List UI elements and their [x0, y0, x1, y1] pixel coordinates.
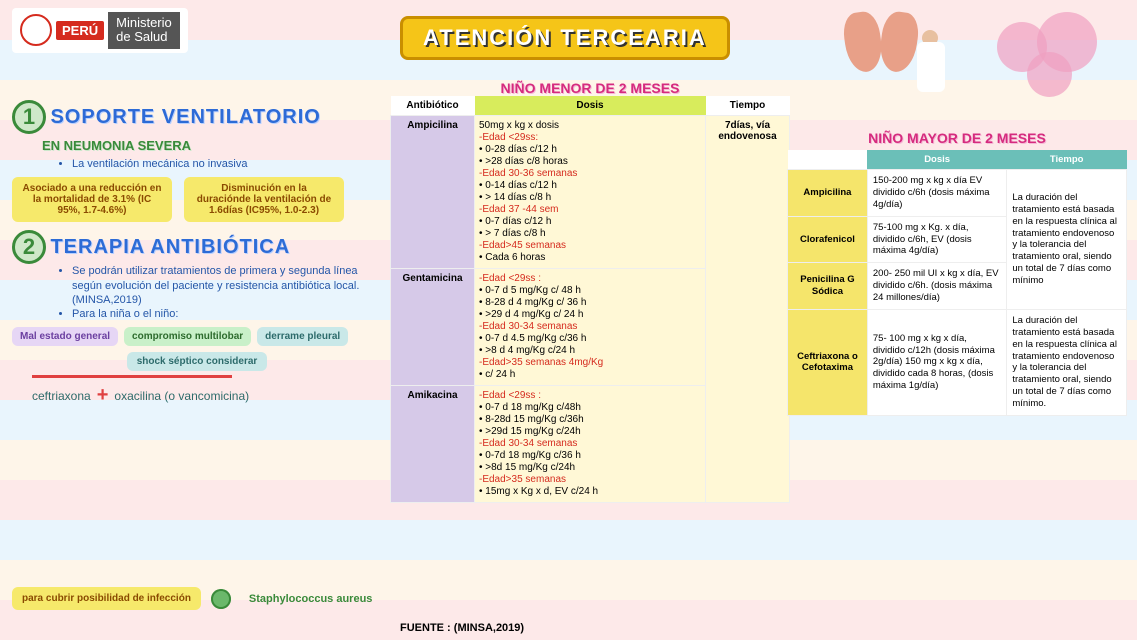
- drug-ceftriaxona: ceftriaxona: [32, 389, 91, 403]
- cell2-dosis-3: 75- 100 mg x kg x día, dividido c/12h (d…: [867, 309, 1006, 415]
- cell-dosis-2: -Edad <29ss :• 0-7 d 18 mg/Kg c/48h• 8-2…: [475, 386, 706, 503]
- peru-label: PERÚ: [56, 21, 104, 40]
- tag-multilobar: compromiso multilobar: [124, 327, 251, 346]
- cell2-ant-3: Ceftriaxona o Cefotaxima: [788, 309, 868, 415]
- section2-title: TERAPIA ANTIBIÓTICA: [50, 236, 290, 259]
- left-column: 1 SOPORTE VENTILATORIO EN NEUMONIA SEVER…: [12, 100, 382, 413]
- tag-cover-infection: para cubrir posibilidad de infección: [12, 587, 201, 610]
- th2-antibiotic: [788, 150, 868, 170]
- divider-line: [32, 375, 232, 378]
- cell2-ant-1: Clorafenicol: [788, 216, 868, 263]
- th-dosis: Dosis: [475, 96, 706, 116]
- footer-note-left: para cubrir posibilidad de infección Sta…: [12, 587, 372, 610]
- th2-dosis: Dosis: [867, 150, 1006, 170]
- ministry-text: Ministerio de Salud: [108, 12, 180, 49]
- tag-derrame: derrame pleural: [257, 327, 348, 346]
- peru-seal-icon: [20, 14, 52, 46]
- cell-ant-1: Gentamicina: [391, 269, 475, 386]
- duration-badge: Disminución en la duraciónde la ventilac…: [184, 177, 344, 222]
- ministry-logo: PERÚ Ministerio de Salud: [12, 8, 188, 53]
- drug-oxacilina: oxacilina (o vancomicina): [114, 389, 249, 403]
- section2-bullet2: Para la niña o el niño:: [72, 307, 382, 321]
- staph-label: Staphylococcus aureus: [249, 593, 373, 605]
- cell2-ant-0: Ampicilina: [788, 170, 868, 217]
- cell-dosis-1: -Edad <29ss :• 0-7 d 5 mg/Kg c/ 48 h• 8-…: [475, 269, 706, 386]
- cell-ant-0: Ampicilina: [391, 116, 475, 269]
- section1-subtitle: EN NEUMONIA SEVERA: [42, 138, 382, 153]
- cell2-ant-2: Penicilina G Sódica: [788, 263, 868, 310]
- tag-mal-estado: Mal estado general: [12, 327, 118, 346]
- section1-title: SOPORTE VENTILATORIO: [50, 106, 320, 129]
- cell-ant-2: Amikacina: [391, 386, 475, 503]
- tag-shock: shock séptico considerar: [127, 352, 267, 371]
- cell-tiempo-shared: 7días, vía endovenosa: [706, 116, 790, 503]
- cell2-dosis-0: 150-200 mg x kg x día EV dividido c/6h (…: [867, 170, 1006, 217]
- mortality-badge: Asociado a una reducción en la mortalida…: [12, 177, 172, 222]
- table1-title: NIÑO MENOR DE 2 MESES: [390, 80, 790, 96]
- cell2-dosis-2: 200- 250 mil UI x kg x día, EV dividido …: [867, 263, 1006, 310]
- cell-illustration: [997, 12, 1117, 102]
- table-under-2-months: NIÑO MENOR DE 2 MESES Antibiótico Dosis …: [390, 80, 790, 503]
- title-banner: ATENCIÓN TERCEARIA: [400, 16, 730, 60]
- bacteria-icon: [211, 589, 231, 609]
- cell2-tiempo-0: La duración del tratamiento está basada …: [1007, 170, 1127, 310]
- section2-bullet1: Se podrán utilizar tratamientos de prime…: [72, 264, 382, 307]
- lung-illustration: [837, 12, 957, 102]
- th-antibiotic: Antibiótico: [391, 96, 475, 116]
- th-tiempo: Tiempo: [706, 96, 790, 116]
- source-citation: FUENTE : (MINSA,2019): [400, 622, 524, 634]
- th2-tiempo: Tiempo: [1007, 150, 1127, 170]
- table-over-2-months: NIÑO MAYOR DE 2 MESES Dosis Tiempo Ampic…: [787, 130, 1127, 416]
- section1-number: 1: [12, 100, 46, 134]
- plus-icon: +: [97, 384, 109, 407]
- section1-bullet: La ventilación mecánica no invasiva: [72, 157, 382, 171]
- cell2-dosis-1: 75-100 mg x Kg. x día, dividido c/6h, EV…: [867, 216, 1006, 263]
- page-title: ATENCIÓN TERCEARIA: [423, 25, 707, 50]
- table2-title: NIÑO MAYOR DE 2 MESES: [787, 130, 1127, 146]
- cell-dosis-0: 50mg x kg x dosis-Edad <29ss:• 0-28 días…: [475, 116, 706, 269]
- section2-number: 2: [12, 230, 46, 264]
- cell2-tiempo-3: La duración del tratamiento está basada …: [1007, 309, 1127, 415]
